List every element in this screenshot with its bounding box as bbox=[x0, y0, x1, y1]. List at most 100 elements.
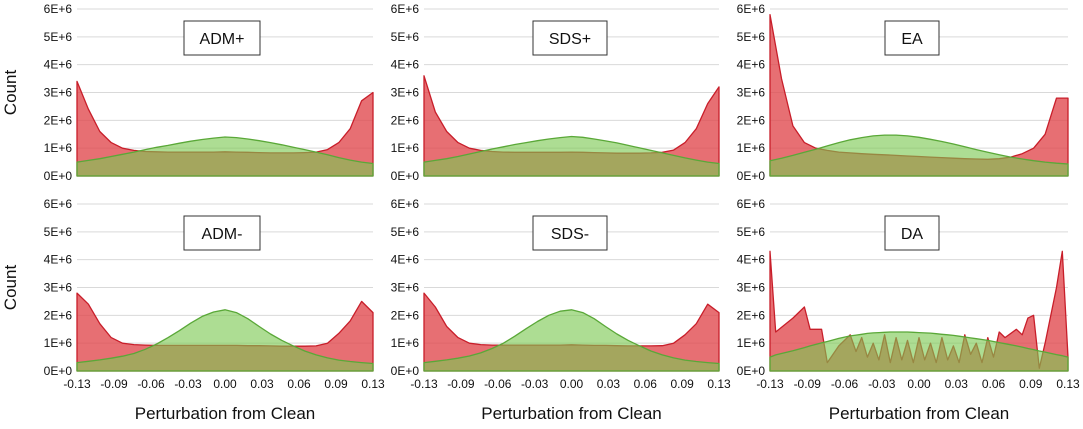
y-tick-label: 5E+6 bbox=[44, 225, 73, 239]
x-tick-label: 0.09 bbox=[1019, 377, 1043, 391]
panel-da: 0E+0 1E+6 2E+6 3E+6 4E+6 5E+6 6E+6 -0.13 -0.09 -0… bbox=[737, 197, 1080, 423]
panels-group: 0E+01E+62E+63E+64E+65E+66E+6CountADM+0E+… bbox=[1, 2, 1080, 423]
series-area-green bbox=[423, 309, 720, 372]
y-tick-label: 1E+6 bbox=[391, 141, 420, 155]
x-axis-label: Perturbation from Clean bbox=[829, 404, 1009, 423]
y-tick-label: 6E+6 bbox=[391, 197, 420, 211]
panel-title-box bbox=[884, 215, 940, 251]
y-tick-label: 1E+6 bbox=[44, 336, 73, 350]
y-tick-label: 2E+6 bbox=[391, 113, 420, 127]
y-tick-label: 5E+6 bbox=[391, 225, 420, 239]
x-tick-label: 0.13 bbox=[1056, 377, 1080, 391]
y-tick-label: 4E+6 bbox=[737, 58, 766, 72]
y-tick-label: 0E+0 bbox=[44, 169, 73, 183]
series-area-green bbox=[769, 331, 1069, 372]
y-tick-label: 3E+6 bbox=[44, 86, 73, 100]
x-tick-label: -0.09 bbox=[447, 377, 475, 391]
y-tick-label: 1E+6 bbox=[391, 336, 420, 350]
x-tick-label: 0.13 bbox=[361, 377, 385, 391]
panel-title: SDS- bbox=[551, 226, 589, 243]
x-tick-label: 0.06 bbox=[287, 377, 311, 391]
panel-title-box bbox=[183, 215, 261, 251]
y-tick-label: 1E+6 bbox=[44, 141, 73, 155]
y-tick-label: 6E+6 bbox=[737, 2, 766, 16]
x-tick-label: 0.00 bbox=[213, 377, 237, 391]
y-tick-label: 5E+6 bbox=[737, 30, 766, 44]
x-tick-label: -0.06 bbox=[484, 377, 512, 391]
panel-admplus: 0E+0 1E+6 2E+6 3E+6 4E+6 5E+6 6E+6 Count ADM+ bbox=[1, 2, 374, 183]
x-tick-label: 0.06 bbox=[634, 377, 658, 391]
x-tick-label: -0.06 bbox=[137, 377, 165, 391]
y-tick-label: 6E+6 bbox=[391, 2, 420, 16]
y-axis-label: Count bbox=[1, 265, 20, 311]
x-axis-label: Perturbation from Clean bbox=[135, 404, 315, 423]
y-tick-label: 0E+0 bbox=[44, 364, 73, 378]
y-tick-label: 2E+6 bbox=[44, 113, 73, 127]
y-tick-label: 6E+6 bbox=[737, 197, 766, 211]
y-tick-label: 2E+6 bbox=[737, 308, 766, 322]
y-tick-label: 3E+6 bbox=[391, 86, 420, 100]
x-tick-label: -0.03 bbox=[521, 377, 549, 391]
panel-title-box bbox=[884, 20, 940, 56]
y-tick-label: 5E+6 bbox=[737, 225, 766, 239]
y-tick-label: 1E+6 bbox=[737, 336, 766, 350]
panel-title-box bbox=[183, 20, 261, 56]
y-tick-label: 3E+6 bbox=[44, 281, 73, 295]
x-axis-label: Perturbation from Clean bbox=[481, 404, 661, 423]
y-tick-label: 6E+6 bbox=[44, 197, 73, 211]
series-area-green bbox=[423, 135, 720, 177]
y-tick-label: 4E+6 bbox=[44, 253, 73, 267]
x-tick-label: 0.00 bbox=[907, 377, 931, 391]
x-tick-label: -0.13 bbox=[410, 377, 438, 391]
x-tick-label: 0.03 bbox=[945, 377, 969, 391]
y-tick-label: 0E+0 bbox=[737, 364, 766, 378]
x-tick-label: 0.03 bbox=[250, 377, 274, 391]
x-tick-label: -0.09 bbox=[794, 377, 822, 391]
series-area-green bbox=[769, 134, 1069, 177]
panel-ea: 0E+0 1E+6 2E+6 3E+6 4E+6 5E+6 6E+6 EA bbox=[737, 2, 1069, 183]
y-tick-label: 5E+6 bbox=[391, 30, 420, 44]
x-tick-label: 0.09 bbox=[324, 377, 348, 391]
x-tick-label: 0.00 bbox=[560, 377, 584, 391]
y-tick-label: 2E+6 bbox=[737, 113, 766, 127]
y-tick-label: 0E+0 bbox=[391, 169, 420, 183]
panel-title-box bbox=[532, 20, 608, 56]
x-tick-label: -0.13 bbox=[756, 377, 784, 391]
y-tick-label: 4E+6 bbox=[391, 253, 420, 267]
series-area-green bbox=[76, 136, 374, 177]
y-tick-label: 4E+6 bbox=[737, 253, 766, 267]
panel-title: EA bbox=[901, 31, 923, 48]
panel-sdsplus: 0E+0 1E+6 2E+6 3E+6 4E+6 5E+6 6E+6 SDS+ bbox=[391, 2, 720, 183]
x-tick-label: -0.03 bbox=[868, 377, 896, 391]
y-tick-label: 3E+6 bbox=[737, 86, 766, 100]
y-tick-label: 1E+6 bbox=[737, 141, 766, 155]
y-tick-label: 6E+6 bbox=[44, 2, 73, 16]
y-axis-label: Count bbox=[1, 70, 20, 116]
series-area-green bbox=[76, 309, 374, 372]
y-tick-label: 2E+6 bbox=[391, 308, 420, 322]
panel-sdsminus: 0E+0 1E+6 2E+6 3E+6 4E+6 5E+6 6E+6 -0.13 -0.09 -0… bbox=[391, 197, 731, 423]
y-tick-label: 4E+6 bbox=[44, 58, 73, 72]
x-tick-label: -0.13 bbox=[63, 377, 91, 391]
x-tick-label: 0.13 bbox=[707, 377, 731, 391]
y-tick-label: 5E+6 bbox=[44, 30, 73, 44]
panel-admminus: 0E+0 1E+6 2E+6 3E+6 4E+6 5E+6 6E+6 -0.13 -0.09 -0… bbox=[1, 197, 385, 423]
x-tick-label: -0.09 bbox=[100, 377, 128, 391]
y-tick-label: 4E+6 bbox=[391, 58, 420, 72]
x-tick-label: 0.06 bbox=[982, 377, 1006, 391]
panel-title: ADM+ bbox=[200, 31, 245, 48]
panel-title-box bbox=[532, 215, 608, 251]
x-tick-label: -0.06 bbox=[831, 377, 859, 391]
y-tick-label: 0E+0 bbox=[391, 364, 420, 378]
y-tick-label: 0E+0 bbox=[737, 169, 766, 183]
panel-title: ADM- bbox=[202, 226, 243, 243]
x-tick-label: 0.03 bbox=[597, 377, 621, 391]
panel-title: DA bbox=[901, 226, 924, 243]
x-tick-label: -0.03 bbox=[174, 377, 202, 391]
y-tick-label: 3E+6 bbox=[737, 281, 766, 295]
y-tick-label: 2E+6 bbox=[44, 308, 73, 322]
x-tick-label: 0.09 bbox=[670, 377, 694, 391]
panel-title: SDS+ bbox=[549, 31, 591, 48]
y-tick-label: 3E+6 bbox=[391, 281, 420, 295]
